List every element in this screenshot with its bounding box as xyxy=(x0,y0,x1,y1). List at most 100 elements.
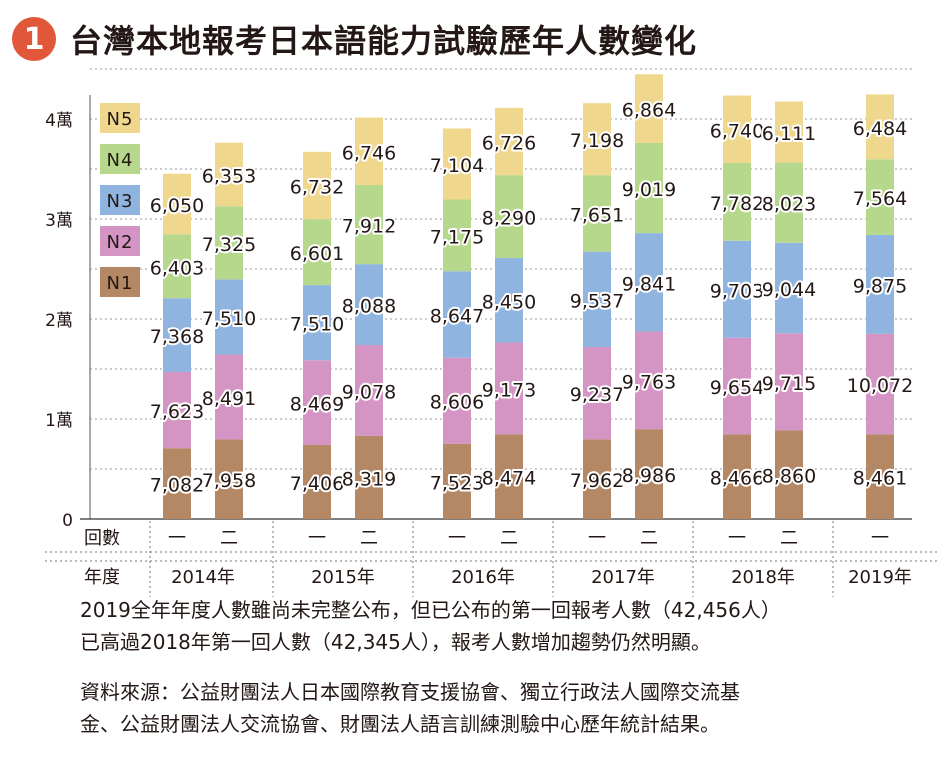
data-label: 8,647 xyxy=(430,305,484,327)
bar-segment-n5 xyxy=(163,173,191,235)
bar-segment-n3 xyxy=(635,233,663,332)
bar-segment-n2 xyxy=(303,360,331,445)
bar-segment-n5 xyxy=(866,94,894,160)
data-label: 6,353 xyxy=(202,165,256,187)
bar-segment-n1 xyxy=(163,448,191,519)
data-label: 6,726 xyxy=(482,133,536,155)
source-note: 資料來源：公益財團法人日本國際教育支援協會、獨立行政法人國際交流基 金、公益財團… xyxy=(80,676,740,740)
x-tick-session: 一 xyxy=(871,528,889,549)
data-label: 8,088 xyxy=(342,296,396,318)
bar-segment-n2 xyxy=(635,331,663,430)
y-tick-label: 4萬 xyxy=(45,111,73,131)
number-badge: 1 xyxy=(12,17,56,61)
bar-segment-n1 xyxy=(443,443,471,519)
data-label: 6,740 xyxy=(710,120,764,142)
data-label: 7,958 xyxy=(202,470,256,492)
data-label: 9,044 xyxy=(762,279,816,301)
data-label: 6,111 xyxy=(762,123,816,145)
x-tick-session: 一 xyxy=(308,528,326,549)
bar-segment-n3 xyxy=(163,298,191,372)
bar-segment-n2 xyxy=(583,347,611,440)
y-tick-label: 0 xyxy=(62,511,73,531)
bar-segment-n4 xyxy=(443,199,471,272)
bar-segment-n2 xyxy=(355,345,383,436)
data-label: 7,082 xyxy=(150,475,204,497)
bar-segment-n1 xyxy=(495,434,523,519)
bar-segment-n3 xyxy=(355,264,383,346)
legend-label: N1 xyxy=(107,273,134,294)
legend-label: N4 xyxy=(107,150,134,171)
bar-segment-n5 xyxy=(303,151,331,220)
bar-segment-n1 xyxy=(215,439,243,519)
legend-label: N3 xyxy=(107,191,134,212)
row-label-year: 年度 xyxy=(84,567,120,588)
bar-segment-n4 xyxy=(215,206,243,280)
bar-segment-n2 xyxy=(495,342,523,435)
data-label: 9,173 xyxy=(482,379,536,401)
bar-segment-n3 xyxy=(583,251,611,348)
bar-segment-n5 xyxy=(723,95,751,163)
x-tick-year: 2017年 xyxy=(591,567,655,588)
bar-segment-n5 xyxy=(215,142,243,207)
data-label: 9,875 xyxy=(853,275,907,297)
bar-segment-n4 xyxy=(355,185,383,265)
bar-segment-n4 xyxy=(495,175,523,259)
bar-segment-n1 xyxy=(355,435,383,519)
bar-segment-n1 xyxy=(303,444,331,519)
stacked-bar-chart: 0 1萬 2萬 3萬 4萬 7,082 7,623 7,368 6,403 6,050 7,958 8… xyxy=(45,68,940,597)
y-tick-label: 3萬 xyxy=(45,211,73,231)
data-label: 7,325 xyxy=(202,234,256,256)
footnote: 2019全年年度人數雖尚未完整公布，但已公布的第一回報考人數（42,456人） … xyxy=(80,594,781,658)
bar-segment-n2 xyxy=(775,333,803,431)
data-label: 7,406 xyxy=(290,473,344,495)
source-line: 資料來源：公益財團法人日本國際教育支援協會、獨立行政法人國際交流基 xyxy=(80,680,740,704)
data-label: 8,491 xyxy=(202,388,256,410)
bar-segment-n3 xyxy=(215,279,243,355)
title-row: 1 台灣本地報考日本語能力試驗歷年人數變化 xyxy=(12,14,697,64)
bar-segment-n2 xyxy=(163,371,191,449)
legend-swatch-n2 xyxy=(100,226,140,256)
data-label: 7,523 xyxy=(430,472,484,494)
bar-segment-n3 xyxy=(723,240,751,338)
data-label: 9,654 xyxy=(710,377,764,399)
bar-segment-n3 xyxy=(495,258,523,343)
x-tick-year: 2015年 xyxy=(311,567,375,588)
y-tick-label: 1萬 xyxy=(45,411,73,431)
data-label: 9,537 xyxy=(570,290,624,312)
bar-segment-n4 xyxy=(775,162,803,243)
data-label: 8,290 xyxy=(482,208,536,230)
data-label: 9,078 xyxy=(342,381,396,403)
bar-segment-n2 xyxy=(215,354,243,440)
data-label: 8,860 xyxy=(762,466,816,488)
x-tick-session: 一 xyxy=(728,528,746,549)
data-label: 9,703 xyxy=(710,280,764,302)
footnote-line: 2019全年年度人數雖尚未完整公布，但已公布的第一回報考人數（42,456人） xyxy=(80,598,781,622)
bar-segment-n5 xyxy=(495,107,523,176)
data-label: 6,601 xyxy=(290,243,344,265)
bar-segment-n5 xyxy=(635,74,663,143)
x-tick-year: 2019年 xyxy=(848,567,912,588)
x-tick-session: 二 xyxy=(360,528,378,549)
bar-segment-n2 xyxy=(723,337,751,435)
data-label: 7,912 xyxy=(342,216,396,238)
data-label: 7,962 xyxy=(570,470,624,492)
data-label: 7,651 xyxy=(570,204,624,226)
bar-segment-n4 xyxy=(303,219,331,286)
footnote-line: 已高過2018年第一回人數（42,345人），報考人數增加趨勢仍然明顯。 xyxy=(80,630,711,654)
legend-swatch-n1 xyxy=(100,267,140,297)
data-label: 6,864 xyxy=(622,100,676,122)
data-label: 6,403 xyxy=(150,257,204,279)
bar-segment-n4 xyxy=(163,234,191,299)
data-label: 7,104 xyxy=(430,155,484,177)
source-line: 金、公益財團法人交流協會、財團法人語言訓練測驗中心歷年統計結果。 xyxy=(80,712,720,736)
bar-segment-n2 xyxy=(443,357,471,444)
data-label: 9,019 xyxy=(622,179,676,201)
bar-segment-n3 xyxy=(303,285,331,361)
bar-segment-n1 xyxy=(583,439,611,519)
data-label: 6,732 xyxy=(290,176,344,198)
legend-label: N5 xyxy=(107,109,134,130)
x-tick-session: 二 xyxy=(780,528,798,549)
bar-segment-n5 xyxy=(775,101,803,163)
bar-segment-n1 xyxy=(635,429,663,519)
